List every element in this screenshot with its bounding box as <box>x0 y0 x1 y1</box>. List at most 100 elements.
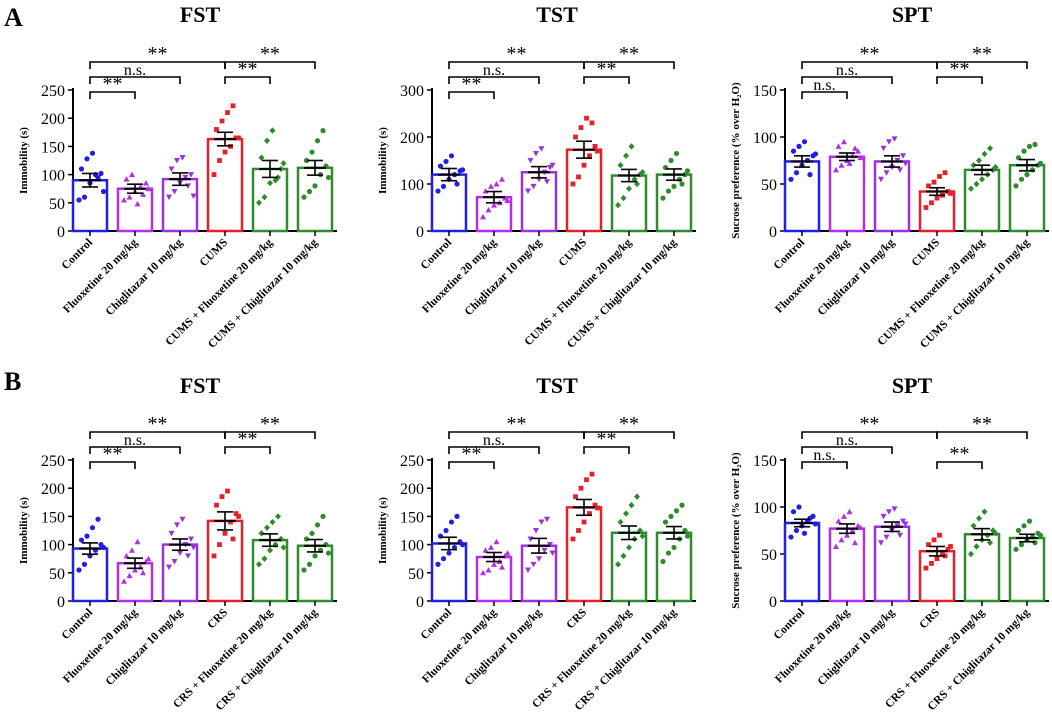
y-tick-label: 100 <box>753 130 777 147</box>
data-point <box>581 519 587 525</box>
data-point <box>177 550 183 557</box>
significance-label: ** <box>619 413 639 435</box>
significance-label: n.s. <box>836 62 858 79</box>
significance-label: ** <box>260 413 280 435</box>
data-point <box>78 166 85 172</box>
data-point <box>275 513 281 520</box>
data-point <box>849 527 856 533</box>
data-point <box>581 162 587 168</box>
data-point <box>1026 518 1033 524</box>
data-point <box>185 183 191 189</box>
significance-label: ** <box>462 73 482 95</box>
significance-label: ** <box>103 443 123 465</box>
data-point <box>639 532 646 540</box>
data-point <box>538 519 545 526</box>
y-tick-label: 50 <box>408 566 424 583</box>
x-tick-label: Control <box>772 237 807 272</box>
data-point <box>451 544 458 551</box>
data-point <box>1013 183 1019 189</box>
significance-label: ** <box>597 58 617 80</box>
data-point <box>584 115 589 121</box>
x-tick-label: Fluoxetine 20 mg/kg <box>773 606 852 685</box>
data-point <box>309 530 315 536</box>
data-point <box>855 148 861 154</box>
data-point <box>926 542 931 547</box>
data-point <box>660 558 666 565</box>
data-point <box>1018 176 1025 182</box>
data-point <box>846 508 853 515</box>
significance-bracket <box>936 431 1028 439</box>
data-point <box>987 145 993 152</box>
data-point <box>886 139 892 145</box>
data-point <box>897 167 903 173</box>
data-point <box>968 550 974 558</box>
data-point <box>190 193 197 200</box>
data-point <box>225 110 230 115</box>
chart-a-fst: FST Immobility (s) 0 50 100 150 200 250 ControlF… <box>18 2 337 351</box>
x-tick-label: Fluoxetine 20 mg/kg <box>61 236 140 315</box>
data-point <box>179 516 186 523</box>
chart-b-fst: FST Immobility (s) 0 50 100 150 200 250 ControlF… <box>18 373 337 713</box>
data-point <box>620 194 627 202</box>
data-point <box>261 555 268 562</box>
y-tick-label: 50 <box>761 177 777 194</box>
data-point <box>485 566 492 573</box>
data-point <box>833 166 839 173</box>
data-point <box>166 564 172 571</box>
data-point <box>883 534 890 541</box>
chart-a-spt: SPT Sucrose preference (% over H₂O) 0 50 100… <box>730 2 1049 351</box>
data-point <box>900 153 906 159</box>
x-tick-label: Fluoxetine 20 mg/kg <box>420 606 499 685</box>
panel-label-a: A <box>4 3 23 32</box>
data-point <box>790 509 797 515</box>
data-point <box>573 494 578 500</box>
data-point <box>84 156 90 162</box>
data-point <box>98 170 104 177</box>
x-tick-label: CUMS <box>557 237 589 269</box>
significance-label: n.s. <box>124 432 146 449</box>
significance-label: n.s. <box>483 62 505 79</box>
data-point <box>211 553 217 559</box>
data-point <box>491 561 497 567</box>
data-point <box>1037 160 1044 166</box>
data-point <box>233 135 239 141</box>
bar <box>828 527 866 603</box>
data-point <box>970 522 977 529</box>
data-point <box>835 518 842 524</box>
data-point <box>942 170 948 176</box>
data-point <box>807 515 813 521</box>
significance-bracket <box>801 446 893 454</box>
data-point <box>1018 542 1025 548</box>
significance-bracket <box>448 76 540 84</box>
data-point <box>934 556 940 562</box>
data-point <box>459 542 466 548</box>
data-point <box>929 200 934 206</box>
data-point <box>793 527 800 534</box>
data-point <box>841 138 847 145</box>
data-point <box>570 181 576 187</box>
data-point <box>1037 532 1044 538</box>
data-point <box>626 185 632 192</box>
significance-bracket <box>448 461 495 469</box>
data-point <box>233 511 239 516</box>
data-point <box>665 550 672 556</box>
data-point <box>931 537 937 543</box>
data-point <box>76 567 82 573</box>
data-point <box>214 502 219 508</box>
data-point <box>592 144 598 149</box>
bar <box>251 167 289 233</box>
significance-bracket <box>448 446 540 454</box>
significance-bracket <box>936 61 1028 69</box>
data-point <box>123 176 130 182</box>
data-point <box>84 533 90 539</box>
data-point <box>970 162 977 169</box>
bar <box>963 533 1001 603</box>
data-point <box>480 569 486 576</box>
data-point <box>100 188 107 195</box>
data-point <box>485 206 492 213</box>
y-tick-label: 100 <box>753 500 777 517</box>
bar <box>655 531 693 603</box>
data-point <box>841 513 847 519</box>
data-point <box>926 183 931 189</box>
data-point <box>576 174 581 180</box>
